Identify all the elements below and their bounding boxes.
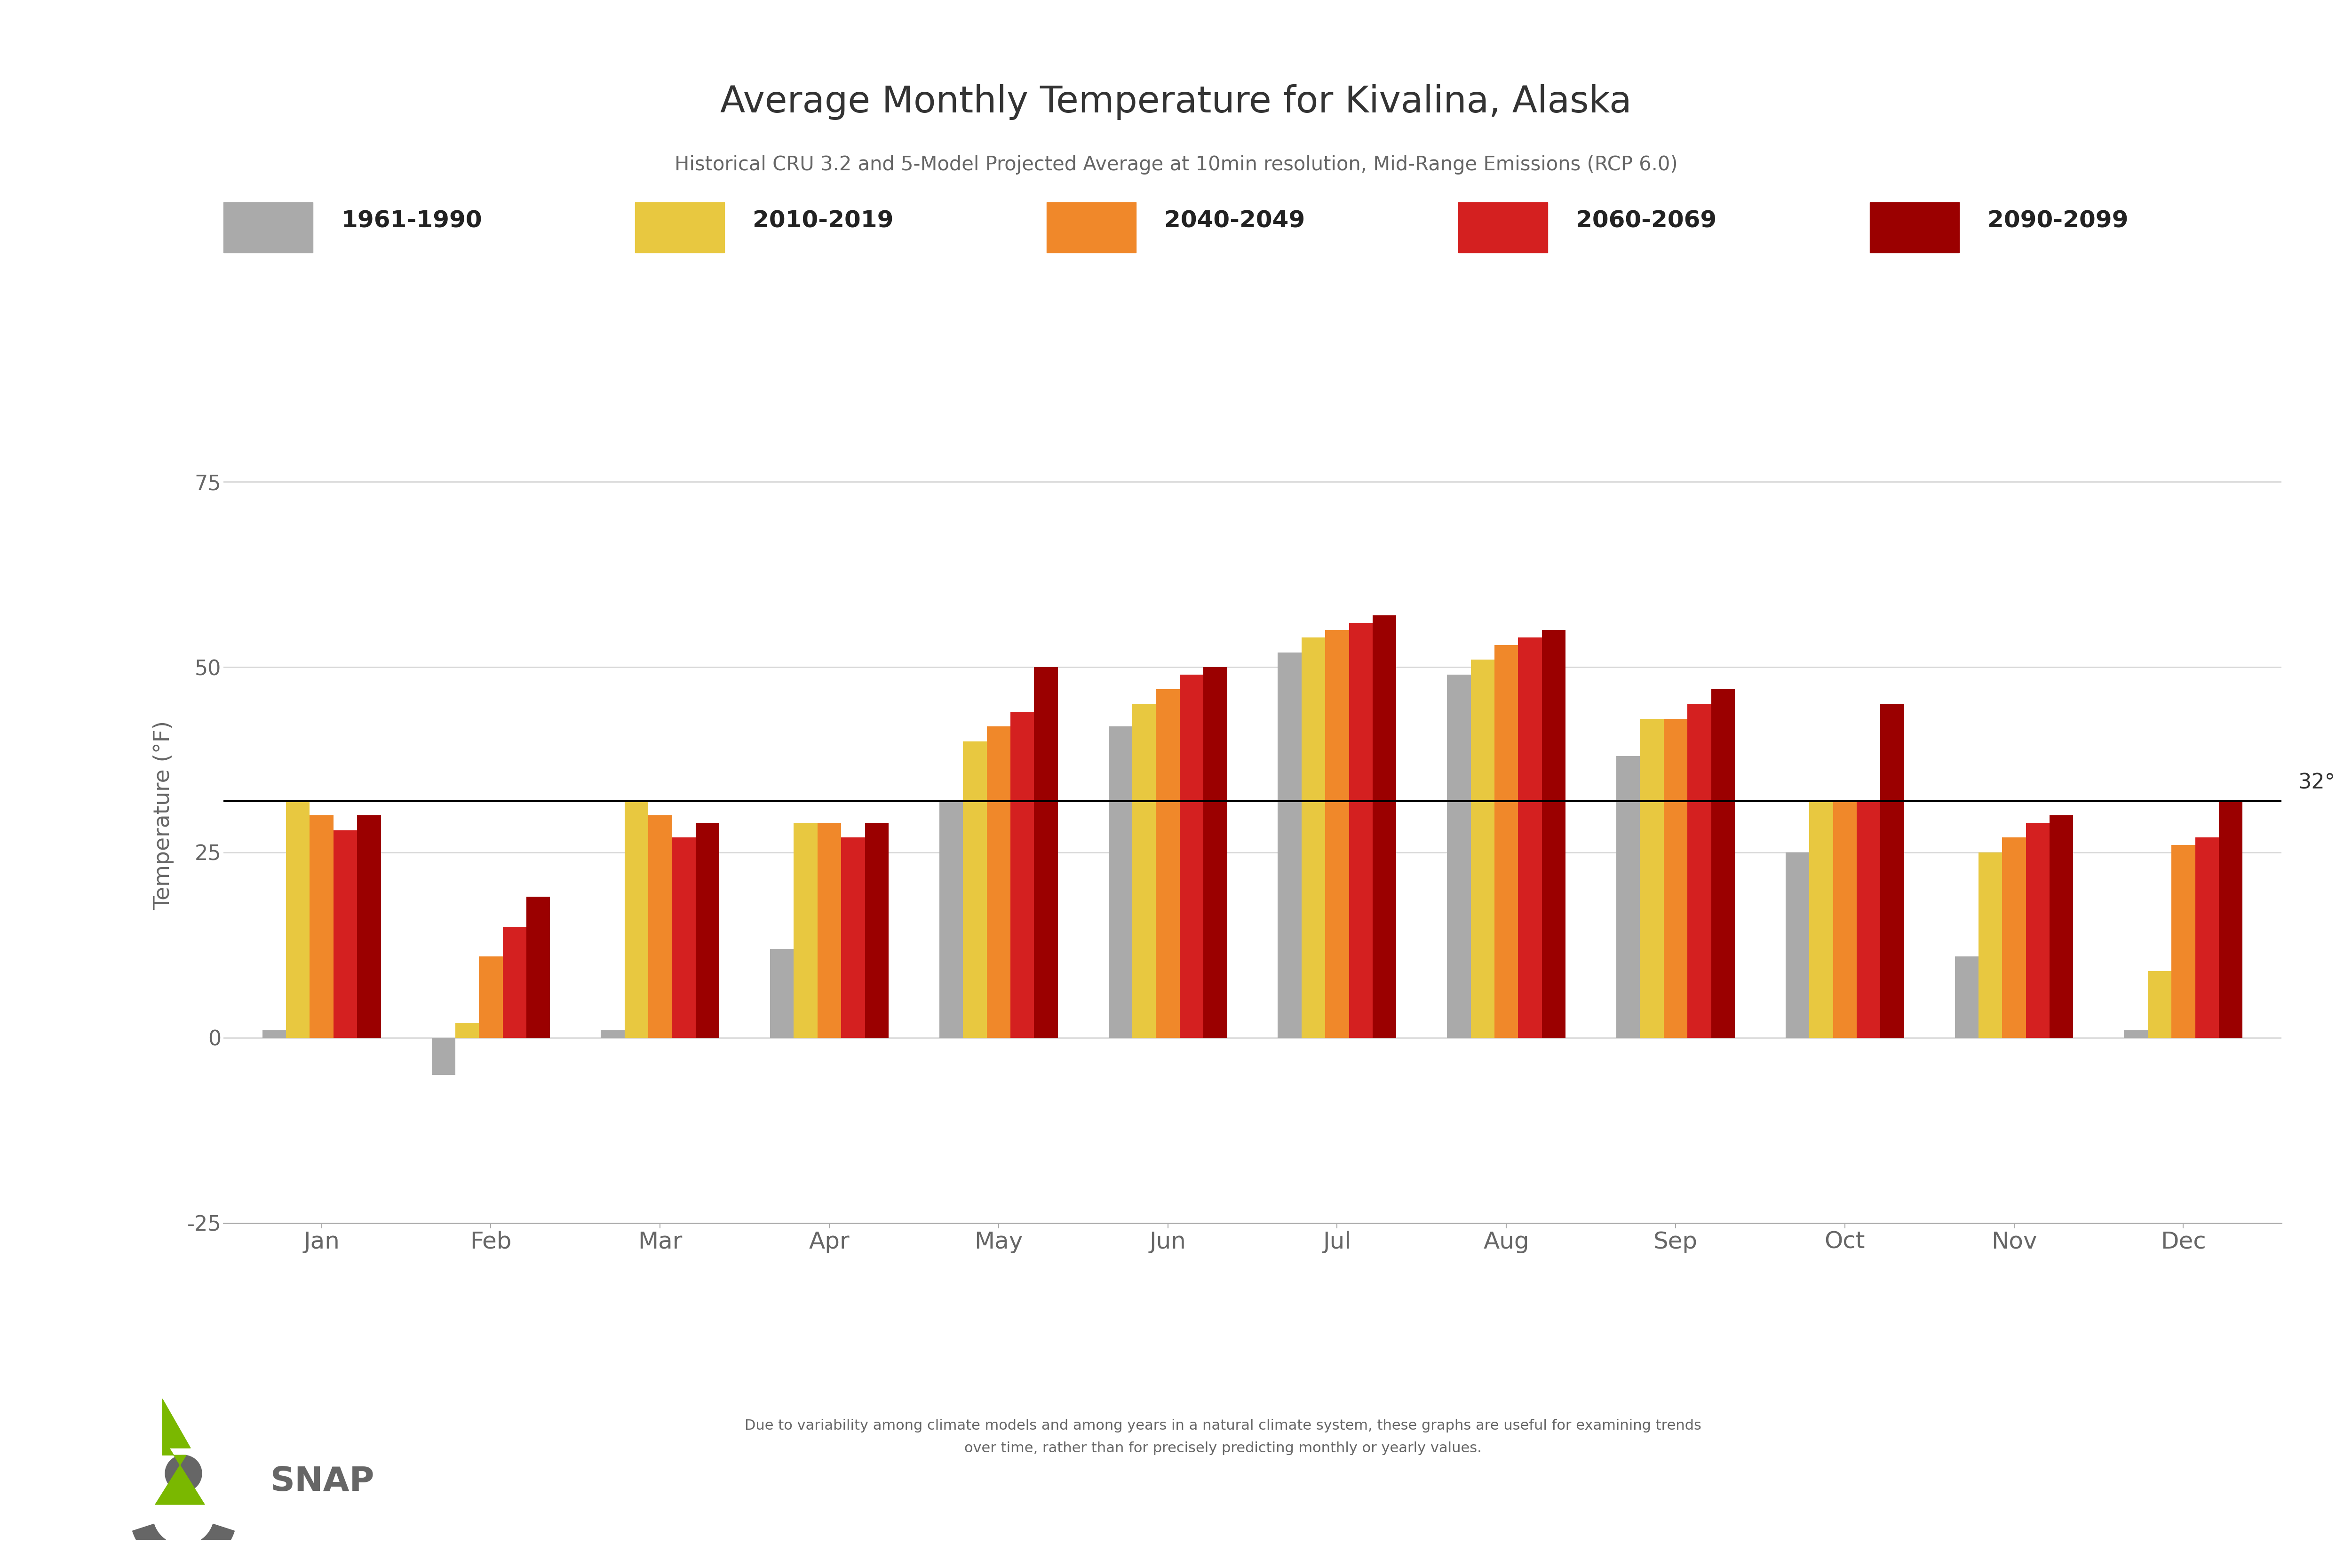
Bar — [1446, 674, 1470, 1038]
Bar — [938, 801, 962, 1038]
Text: 32°: 32° — [2298, 773, 2336, 793]
Bar — [2194, 837, 2218, 1038]
Text: 2060-2069: 2060-2069 — [1576, 210, 1717, 232]
Text: Historical CRU 3.2 and 5-Model Projected Average at 10min resolution, Mid-Range : Historical CRU 3.2 and 5-Model Projected… — [675, 155, 1677, 174]
Text: 2090-2099: 2090-2099 — [1987, 210, 2129, 232]
Bar — [287, 801, 310, 1038]
Bar — [1155, 690, 1181, 1038]
Bar — [1108, 726, 1131, 1038]
Bar — [1663, 720, 1686, 1038]
Bar — [358, 815, 381, 1038]
Text: 2010-2019: 2010-2019 — [753, 210, 894, 232]
Bar — [1686, 704, 1712, 1038]
Bar — [433, 1038, 456, 1074]
Bar — [600, 1030, 626, 1038]
Bar — [310, 815, 334, 1038]
Bar — [1832, 801, 1856, 1038]
Bar — [1131, 704, 1155, 1038]
Bar — [988, 726, 1011, 1038]
Bar — [1374, 615, 1397, 1038]
Bar — [696, 823, 720, 1038]
Bar — [527, 897, 550, 1038]
Bar — [2002, 837, 2025, 1038]
Bar — [1011, 712, 1035, 1038]
Y-axis label: Temperature (°F): Temperature (°F) — [153, 721, 174, 909]
Bar — [1035, 666, 1058, 1038]
Bar — [649, 815, 673, 1038]
Bar — [503, 927, 527, 1038]
Bar — [1712, 690, 1736, 1038]
Bar — [1978, 853, 2002, 1038]
Bar — [626, 801, 649, 1038]
Text: SNAP: SNAP — [270, 1466, 374, 1497]
Bar — [1879, 704, 1905, 1038]
Bar — [456, 1022, 480, 1038]
Bar — [480, 956, 503, 1038]
Bar — [1277, 652, 1301, 1038]
Circle shape — [165, 1455, 202, 1491]
Bar — [1470, 660, 1494, 1038]
Bar — [1350, 622, 1374, 1038]
Bar — [769, 949, 793, 1038]
Bar — [1301, 638, 1324, 1038]
Bar — [1809, 801, 1832, 1038]
Bar — [1204, 666, 1228, 1038]
Bar — [2171, 845, 2194, 1038]
Bar — [334, 829, 358, 1038]
Bar — [866, 823, 889, 1038]
Text: Average Monthly Temperature for Kivalina, Alaska: Average Monthly Temperature for Kivalina… — [720, 85, 1632, 119]
Bar — [1856, 801, 1879, 1038]
Bar — [2049, 815, 2072, 1038]
Bar — [793, 823, 818, 1038]
Bar — [818, 823, 842, 1038]
Bar — [1955, 956, 1978, 1038]
Bar — [1616, 756, 1639, 1038]
Polygon shape — [132, 1524, 235, 1568]
Bar — [673, 837, 696, 1038]
Bar — [1543, 630, 1566, 1038]
Text: Due to variability among climate models and among years in a natural climate sys: Due to variability among climate models … — [746, 1419, 1700, 1455]
Bar — [2124, 1030, 2147, 1038]
Text: 2040-2049: 2040-2049 — [1164, 210, 1305, 232]
Bar — [1785, 853, 1809, 1038]
Bar — [1324, 630, 1350, 1038]
Bar — [263, 1030, 287, 1038]
Bar — [962, 742, 988, 1038]
Bar — [2147, 971, 2171, 1038]
Bar — [2025, 823, 2049, 1038]
Bar — [1494, 644, 1517, 1038]
Bar — [842, 837, 866, 1038]
Polygon shape — [155, 1399, 205, 1505]
Text: 1961-1990: 1961-1990 — [341, 210, 482, 232]
Bar — [2218, 801, 2241, 1038]
Bar — [1639, 720, 1663, 1038]
Bar — [1181, 674, 1204, 1038]
Bar — [1517, 638, 1543, 1038]
